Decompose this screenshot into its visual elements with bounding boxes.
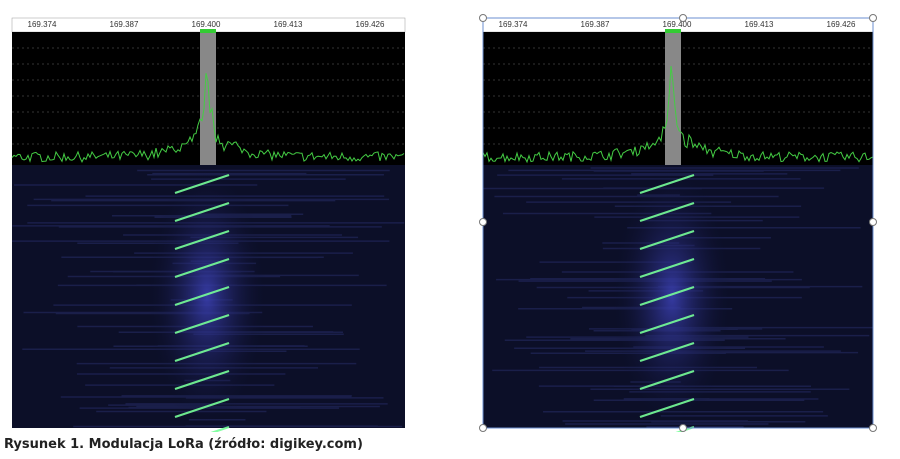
figure-image: 169.374 169.387 169.400 169.413 169.426 169.… [11, 14, 877, 447]
chirp [639, 285, 695, 307]
resize-handle [679, 424, 687, 432]
chirp [174, 257, 230, 279]
left-panel: 169.374 169.387 169.400 169.413 169.426 [11, 17, 406, 447]
chirp [174, 173, 230, 195]
waterfall-glow [147, 165, 267, 428]
chirp [174, 201, 230, 223]
freq-tick-label: 169.387 [581, 20, 610, 29]
chirp [639, 397, 695, 419]
channel-top [200, 29, 216, 33]
chirp [639, 201, 695, 223]
chirp [639, 341, 695, 363]
freq-tick-label: 169.413 [274, 20, 303, 29]
chirp [174, 369, 230, 391]
chirp [174, 341, 230, 363]
resize-handle [479, 218, 487, 226]
spectrum-trace [11, 72, 405, 163]
spectrum-trace [482, 65, 874, 164]
chirp [174, 229, 230, 251]
resize-handle [869, 218, 877, 226]
chirp [639, 229, 695, 251]
right-panel: 169.374 169.387 169.400 169.413 169.426 [479, 14, 877, 447]
chirp [174, 285, 230, 307]
caption: Rysunek 1. Modulacja LoRa (źródło: digik… [4, 437, 363, 452]
resize-handle [869, 14, 877, 22]
freq-tick-label: 169.374 [28, 20, 57, 29]
resize-handle [479, 424, 487, 432]
chirp [639, 173, 695, 195]
chirp [639, 313, 695, 335]
channel-top [665, 29, 681, 33]
chirp [639, 257, 695, 279]
channel-marker [200, 32, 216, 165]
resize-handle [479, 14, 487, 22]
freq-tick-label: 169.374 [499, 20, 528, 29]
freq-tick-label: 169.426 [827, 20, 856, 29]
waterfall-glow [612, 165, 732, 428]
chirp [639, 369, 695, 391]
chirp [174, 313, 230, 335]
freq-tick-label: 169.400 [663, 20, 692, 29]
freq-tick-label: 169.400 [192, 20, 221, 29]
freq-tick-label: 169.387 [110, 20, 139, 29]
freq-tick-label: 169.413 [745, 20, 774, 29]
channel-marker [665, 32, 681, 165]
chirp [174, 397, 230, 419]
resize-handle [869, 424, 877, 432]
freq-tick-label: 169.426 [356, 20, 385, 29]
resize-handle [679, 14, 687, 22]
